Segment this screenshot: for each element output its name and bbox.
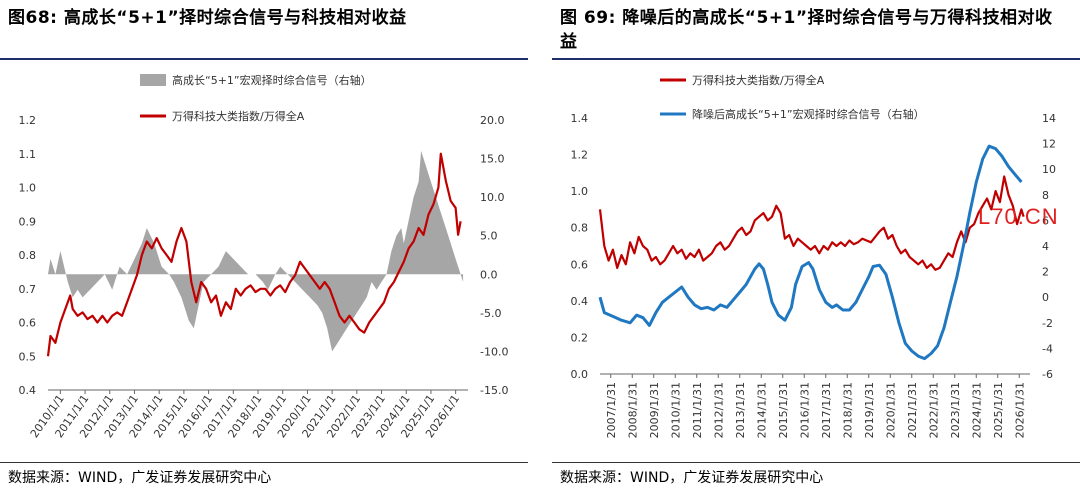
- figure-69-title-text: 降噪后的高成长“5+1”择时综合信号与万得科技相对收益: [560, 8, 1053, 52]
- fig68-y-left-tick: 0.8: [19, 249, 37, 262]
- fig69-y-left-tick: 0.2: [571, 331, 589, 344]
- figure-68-panel: 图68: 高成长“5+1”择时综合信号与科技相对收益 高成长“5+1”宏观择时综…: [0, 0, 528, 495]
- fig69-x-tick-label: 2014/1/31: [755, 382, 768, 438]
- figure-68-source: 数据来源：WIND，广发证券发展研究中心: [8, 470, 272, 486]
- fig68-y-right-tick: -5.0: [480, 307, 501, 320]
- fig68-y-right-tick: -10.0: [480, 345, 508, 358]
- fig69-x-tick-label: 2017/1/31: [820, 382, 833, 438]
- fig68-y-left-tick: 1.0: [19, 182, 37, 195]
- fig69-y-right-tick: 2: [1042, 266, 1049, 279]
- fig69-x-tick-label: 2011/1/31: [691, 382, 704, 438]
- fig68-series-area-0: [48, 150, 464, 352]
- fig69-y-right-tick: -2: [1042, 317, 1053, 330]
- fig69-series-line-1: [598, 144, 1023, 361]
- fig68-series-line-1: [46, 152, 462, 357]
- fig69-y-left-tick: 1.2: [571, 149, 589, 162]
- fig69-y-right-tick: 8: [1042, 189, 1049, 202]
- fig69-y-right-tick: 0: [1042, 291, 1049, 304]
- fig69-x-tick-label: 2009/1/31: [648, 382, 661, 438]
- fig68-y-left-tick: 1.2: [19, 114, 37, 127]
- fig69-y-right-tick: 10: [1042, 163, 1056, 176]
- figure-68-chart: 高成长“5+1”宏观择时综合信号（右轴） 万得科技大类指数/万得全A 0.4 0.5 0…: [19, 73, 509, 440]
- figure-69-title: 图 69: 降噪后的高成长“5+1”择时综合信号与万得科技相对收益: [560, 6, 1065, 54]
- fig69-x-tick-label: 2010/1/31: [669, 382, 682, 438]
- fig69-x-tick-label: 2015/1/31: [777, 382, 790, 438]
- fig69-x-tick-label: 2013/1/31: [734, 382, 747, 438]
- fig69-y-right-tick: 6: [1042, 214, 1049, 227]
- fig69-legend-label-0: 万得科技大类指数/万得全A: [692, 73, 825, 87]
- fig68-y-left-tick: 0.5: [19, 350, 37, 363]
- figure-69-chart: 万得科技大类指数/万得全A 降噪后高成长“5+1”宏观择时综合信号（右轴） 0.0 0…: [571, 73, 1057, 438]
- fig68-y-left-tick: 1.1: [19, 148, 37, 161]
- fig69-series-line-0: [598, 175, 1025, 271]
- fig69-y-left-tick: 1.0: [571, 185, 589, 198]
- fig69-y-right-tick: 12: [1042, 138, 1056, 151]
- fig69-x-tick-label: 2016/1/31: [798, 382, 811, 438]
- fig69-x-tick-label: 2025/1/31: [992, 382, 1005, 438]
- fig69-legend-label-1: 降噪后高成长“5+1”宏观择时综合信号（右轴）: [692, 107, 925, 121]
- fig69-y-right-tick: -4: [1042, 342, 1053, 355]
- fig69-x-tick-label: 2012/1/31: [712, 382, 725, 438]
- fig69-y-right-tick: -6: [1042, 368, 1053, 381]
- fig69-x-tick-label: 2020/1/31: [884, 382, 897, 438]
- fig68-legend-label-0: 高成长“5+1”宏观择时综合信号（右轴）: [172, 73, 372, 87]
- fig69-x-tick-label: 2024/1/31: [970, 382, 983, 438]
- figure-68-title-rule: [0, 58, 528, 60]
- fig69-x-tick-label: 2021/1/31: [906, 382, 919, 438]
- figure-68-source-rule: [0, 462, 528, 463]
- fig69-y-right-tick: 4: [1042, 240, 1049, 253]
- fig69-y-right-tick: 14: [1042, 112, 1056, 125]
- figure-69-panel: 图 69: 降噪后的高成长“5+1”择时综合信号与万得科技相对收益 万得科技大类…: [552, 0, 1080, 495]
- fig69-y-left-tick: 0.0: [571, 368, 589, 381]
- watermark-text: L70.CN: [978, 204, 1059, 229]
- figure-69-title-rule: [552, 58, 1080, 60]
- fig69-x-tick-label: 2018/1/31: [841, 382, 854, 438]
- fig69-y-left-tick: 0.4: [571, 295, 589, 308]
- fig68-y-left-tick: 0.4: [19, 384, 37, 397]
- fig69-x-tick-label: 2019/1/31: [863, 382, 876, 438]
- fig68-y-right-tick: 0.0: [480, 268, 498, 281]
- fig68-y-right-tick: 10.0: [480, 191, 505, 204]
- figure-68-number: 图68:: [8, 8, 58, 28]
- fig69-y-left-tick: 1.4: [571, 112, 589, 125]
- fig68-y-right-tick: 20.0: [480, 114, 505, 127]
- fig68-y-left-tick: 0.7: [19, 283, 37, 296]
- fig68-y-right-tick: -15.0: [480, 384, 508, 397]
- fig68-y-right-tick: 5.0: [480, 230, 498, 243]
- fig69-x-tick-label: 2008/1/31: [626, 382, 639, 438]
- fig69-y-left-tick: 0.6: [571, 258, 589, 271]
- fig68-legend-label-1: 万得科技大类指数/万得全A: [172, 109, 305, 123]
- fig69-x-tick-label: 2026/1/31: [1013, 382, 1026, 438]
- fig68-y-right-tick: 15.0: [480, 153, 505, 166]
- fig68-y-left-tick: 0.6: [19, 317, 37, 330]
- figure-68-title: 图68: 高成长“5+1”择时综合信号与科技相对收益: [8, 6, 407, 30]
- fig68-y-left-tick: 0.9: [19, 215, 37, 228]
- fig69-y-left-tick: 0.8: [571, 222, 589, 235]
- fig69-x-tick-label: 2007/1/31: [605, 382, 618, 438]
- fig68-legend-swatch-0: [140, 74, 166, 86]
- figure-69-source: 数据来源：WIND，广发证券发展研究中心: [560, 470, 824, 486]
- fig69-x-tick-label: 2022/1/31: [927, 382, 940, 438]
- figure-69-source-rule: [552, 462, 1080, 463]
- fig69-x-tick-label: 2023/1/31: [949, 382, 962, 438]
- figure-68-title-text: 高成长“5+1”择时综合信号与科技相对收益: [63, 8, 407, 28]
- figure-69-number: 图 69:: [560, 8, 616, 28]
